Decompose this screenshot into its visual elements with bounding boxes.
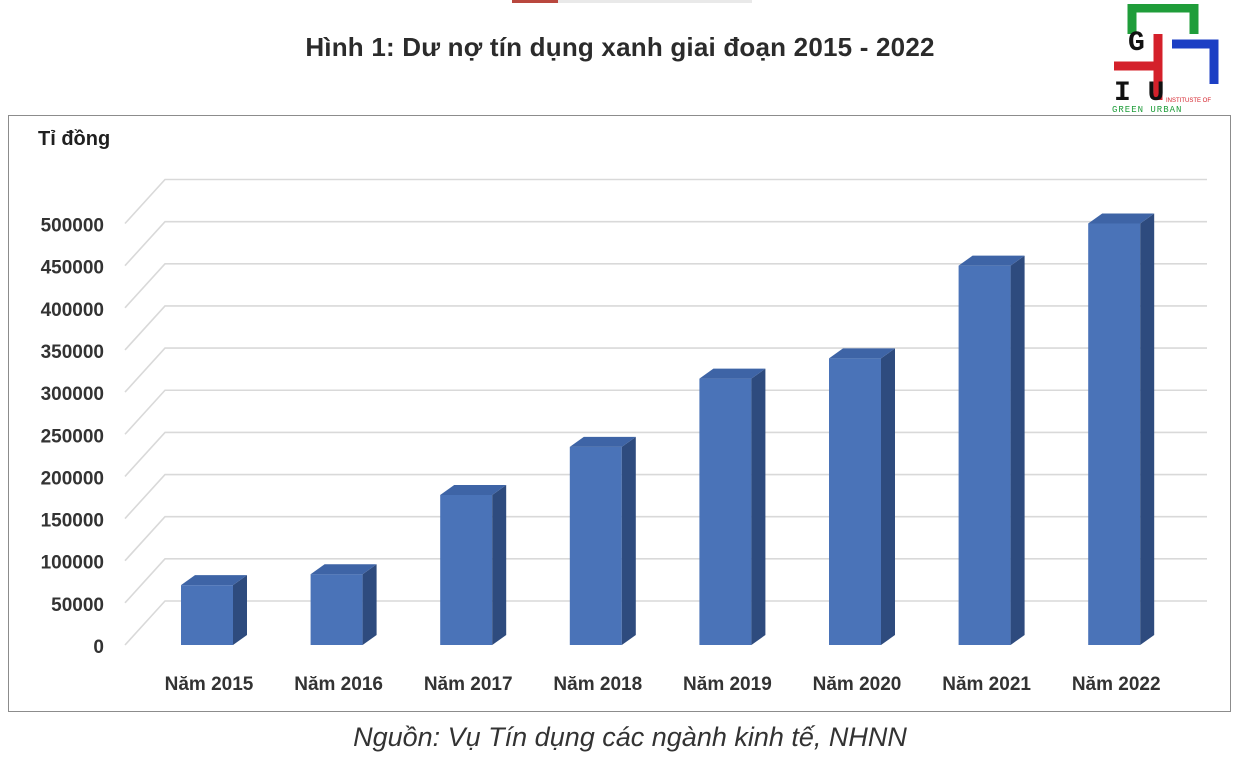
bar-front bbox=[1088, 223, 1141, 645]
gridline bbox=[124, 431, 1207, 477]
gridline bbox=[124, 262, 1207, 309]
gridlines bbox=[124, 178, 1207, 646]
bar-side bbox=[621, 436, 636, 645]
y-tick-label: 450000 bbox=[41, 258, 104, 279]
source-caption: Nguồn: Vụ Tín dụng các ngành kinh tế, NH… bbox=[353, 722, 907, 752]
gridline bbox=[124, 600, 1207, 646]
y-tick-label: 500000 bbox=[41, 216, 104, 237]
x-tick-label: Năm 2018 bbox=[553, 674, 642, 695]
y-tick-label: 100000 bbox=[41, 553, 104, 574]
bar bbox=[699, 368, 766, 645]
x-tick-label: Năm 2021 bbox=[942, 674, 1031, 695]
gridline bbox=[124, 347, 1207, 393]
y-tick-label: 150000 bbox=[41, 511, 104, 532]
bar-front bbox=[440, 494, 493, 645]
bar-side bbox=[492, 484, 507, 645]
gridline bbox=[124, 305, 1207, 351]
y-tick-label: 0 bbox=[93, 637, 104, 658]
bar-top bbox=[569, 436, 636, 447]
logo-letter-g: G bbox=[1128, 28, 1145, 59]
bar-front bbox=[181, 585, 233, 645]
gridline bbox=[124, 178, 1207, 225]
bar-top bbox=[1088, 213, 1155, 224]
bar-top bbox=[310, 564, 377, 575]
x-tick-label: Năm 2019 bbox=[683, 674, 772, 695]
y-tick-label: 300000 bbox=[41, 384, 104, 405]
bar bbox=[310, 564, 377, 645]
bar bbox=[1088, 213, 1155, 645]
gridline bbox=[124, 220, 1207, 267]
bar bbox=[440, 484, 507, 645]
bar-side bbox=[881, 348, 895, 645]
bar-side bbox=[362, 564, 377, 645]
chart-title: Hình 1: Dư nợ tín dụng xanh giai đoạn 20… bbox=[305, 32, 935, 62]
bar bbox=[569, 436, 636, 645]
bar bbox=[181, 575, 247, 645]
bars bbox=[181, 213, 1155, 645]
x-tick-label: Năm 2015 bbox=[165, 674, 254, 695]
gridline bbox=[124, 558, 1207, 604]
gridline bbox=[124, 389, 1207, 435]
bar-top bbox=[829, 348, 895, 359]
top-accent-bar bbox=[512, 0, 752, 3]
y-axis-unit-label: Tỉ đồng bbox=[38, 128, 111, 150]
x-tick-label: Năm 2017 bbox=[424, 674, 513, 695]
bar bbox=[958, 255, 1025, 645]
x-tick-label: Năm 2020 bbox=[813, 674, 902, 695]
bar-top bbox=[440, 484, 507, 495]
bar-side bbox=[1140, 213, 1155, 645]
gridline bbox=[124, 473, 1207, 520]
bar-front bbox=[569, 446, 622, 645]
bar-front bbox=[699, 378, 752, 645]
bar bbox=[829, 348, 895, 645]
y-tick-label: 250000 bbox=[41, 426, 104, 447]
y-axis-ticks: 0 50000 100000 150000 200000 250000 300000 3500… bbox=[41, 216, 104, 659]
bar-side bbox=[1010, 255, 1025, 645]
bar-front bbox=[829, 358, 881, 645]
logo-small-line2: GREEN URBAN bbox=[1112, 105, 1182, 114]
bar-top bbox=[181, 575, 247, 586]
bar-side bbox=[751, 368, 766, 645]
giu-logo-icon: G I U INSTITUSTE OF GREEN URBAN bbox=[1112, 4, 1219, 114]
x-axis-ticks: Năm 2015 Năm 2016 Năm 2017 Năm 2018 Năm 2019… bbox=[165, 674, 1161, 695]
logo-small-line1: INSTITUSTE OF bbox=[1166, 98, 1211, 104]
bar-front bbox=[310, 574, 363, 645]
bar-top bbox=[958, 255, 1025, 266]
bar-side bbox=[233, 575, 247, 645]
x-tick-label: Năm 2016 bbox=[294, 674, 383, 695]
bar-top bbox=[699, 368, 766, 379]
gridline bbox=[124, 515, 1207, 562]
bar-front bbox=[958, 265, 1011, 645]
y-tick-label: 350000 bbox=[41, 342, 104, 363]
y-tick-label: 400000 bbox=[41, 300, 104, 321]
x-tick-label: Năm 2022 bbox=[1072, 674, 1161, 695]
y-tick-label: 200000 bbox=[41, 468, 104, 489]
y-tick-label: 50000 bbox=[51, 595, 104, 616]
logo-letters-iu: I U bbox=[1114, 78, 1164, 109]
